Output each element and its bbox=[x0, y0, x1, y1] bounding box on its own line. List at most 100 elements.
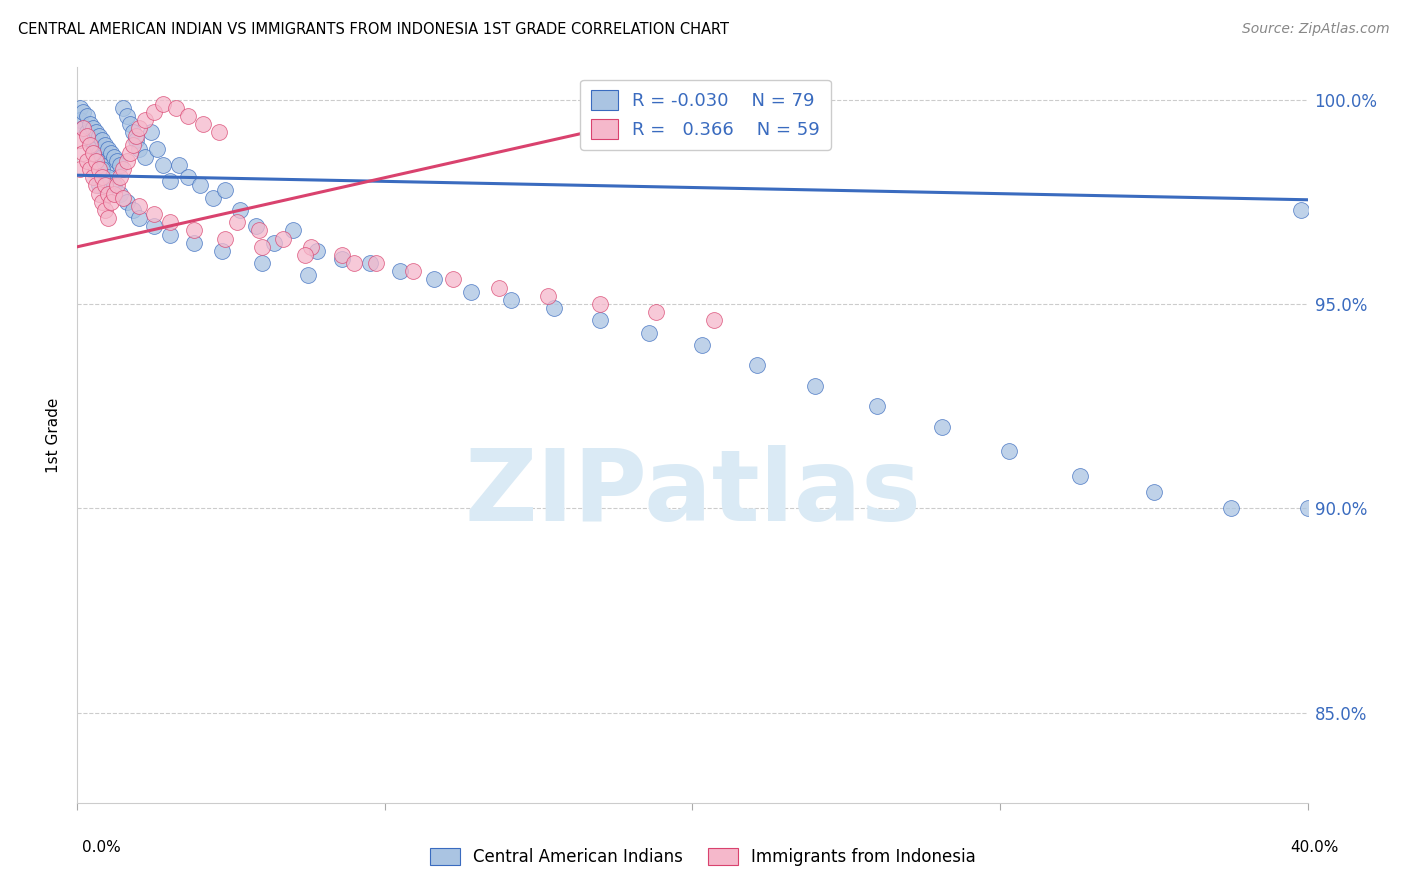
Point bbox=[87, 186, 110, 201]
Point bbox=[87, 178, 110, 193]
Point bbox=[589, 313, 612, 327]
Point bbox=[100, 145, 122, 160]
Point bbox=[294, 248, 316, 262]
Point bbox=[90, 194, 114, 209]
Point bbox=[250, 256, 273, 270]
Point bbox=[69, 101, 91, 115]
Point bbox=[364, 256, 387, 270]
Point bbox=[804, 378, 827, 392]
Point bbox=[543, 301, 565, 315]
Point bbox=[1296, 501, 1319, 516]
Point bbox=[103, 178, 125, 193]
Point bbox=[128, 142, 150, 156]
Point bbox=[401, 264, 423, 278]
Point bbox=[281, 223, 304, 237]
Point bbox=[84, 178, 107, 193]
Point bbox=[128, 121, 150, 136]
Point bbox=[97, 158, 120, 172]
Point bbox=[159, 215, 181, 229]
Point bbox=[121, 202, 143, 217]
Point bbox=[177, 170, 200, 185]
Point bbox=[90, 170, 114, 185]
Point bbox=[115, 153, 138, 168]
Point bbox=[183, 223, 205, 237]
Point bbox=[299, 240, 322, 254]
Point bbox=[1219, 501, 1241, 516]
Point bbox=[128, 199, 150, 213]
Text: Source: ZipAtlas.com: Source: ZipAtlas.com bbox=[1241, 22, 1389, 37]
Point bbox=[159, 227, 181, 242]
Point bbox=[72, 121, 94, 136]
Point bbox=[84, 153, 107, 168]
Point bbox=[263, 235, 285, 250]
Point bbox=[134, 150, 156, 164]
Point bbox=[90, 133, 114, 147]
Point bbox=[121, 125, 143, 139]
Point bbox=[423, 272, 446, 286]
Point bbox=[146, 142, 169, 156]
Point bbox=[389, 264, 412, 278]
Point bbox=[97, 186, 120, 201]
Point bbox=[69, 133, 91, 147]
Point bbox=[115, 194, 138, 209]
Point bbox=[110, 170, 132, 185]
Point bbox=[208, 125, 231, 139]
Point bbox=[638, 326, 661, 340]
Point bbox=[359, 256, 381, 270]
Point bbox=[76, 109, 98, 123]
Point bbox=[90, 162, 114, 177]
Point bbox=[644, 305, 666, 319]
Point bbox=[76, 125, 98, 139]
Point bbox=[69, 113, 91, 128]
Point bbox=[84, 142, 107, 156]
Point bbox=[87, 129, 110, 144]
Text: CENTRAL AMERICAN INDIAN VS IMMIGRANTS FROM INDONESIA 1ST GRADE CORRELATION CHART: CENTRAL AMERICAN INDIAN VS IMMIGRANTS FR… bbox=[18, 22, 730, 37]
Point bbox=[211, 244, 233, 258]
Text: 0.0%: 0.0% bbox=[82, 840, 121, 855]
Point bbox=[488, 281, 510, 295]
Point bbox=[84, 125, 107, 139]
Point bbox=[103, 186, 125, 201]
Point bbox=[307, 244, 329, 258]
Point bbox=[188, 178, 212, 193]
Point bbox=[112, 101, 135, 115]
Point bbox=[125, 129, 148, 144]
Point bbox=[703, 313, 725, 327]
Point bbox=[97, 211, 120, 226]
Point bbox=[1291, 202, 1313, 217]
Point bbox=[72, 121, 94, 136]
Point bbox=[931, 419, 953, 434]
Point bbox=[745, 359, 768, 373]
Point bbox=[87, 162, 110, 177]
Legend: Central American Indians, Immigrants from Indonesia: Central American Indians, Immigrants fro… bbox=[423, 841, 983, 873]
Point bbox=[1069, 468, 1091, 483]
Point bbox=[193, 117, 215, 131]
Point bbox=[152, 96, 174, 111]
Point bbox=[79, 162, 101, 177]
Point bbox=[82, 121, 104, 136]
Point bbox=[226, 215, 249, 229]
Point bbox=[998, 444, 1021, 458]
Point bbox=[165, 101, 187, 115]
Point bbox=[87, 145, 110, 160]
Point bbox=[159, 174, 181, 188]
Point bbox=[79, 117, 101, 131]
Point bbox=[245, 219, 267, 234]
Point bbox=[110, 186, 132, 201]
Point bbox=[94, 202, 117, 217]
Point bbox=[100, 194, 122, 209]
Point bbox=[118, 145, 141, 160]
Point bbox=[118, 117, 141, 131]
Point bbox=[115, 109, 138, 123]
Point bbox=[82, 137, 104, 152]
Point bbox=[214, 232, 236, 246]
Point bbox=[589, 297, 612, 311]
Point bbox=[273, 232, 295, 246]
Point bbox=[330, 248, 353, 262]
Point bbox=[94, 137, 117, 152]
Point bbox=[183, 235, 205, 250]
Point bbox=[105, 178, 128, 193]
Point bbox=[112, 162, 135, 177]
Point bbox=[297, 268, 319, 283]
Point bbox=[177, 109, 200, 123]
